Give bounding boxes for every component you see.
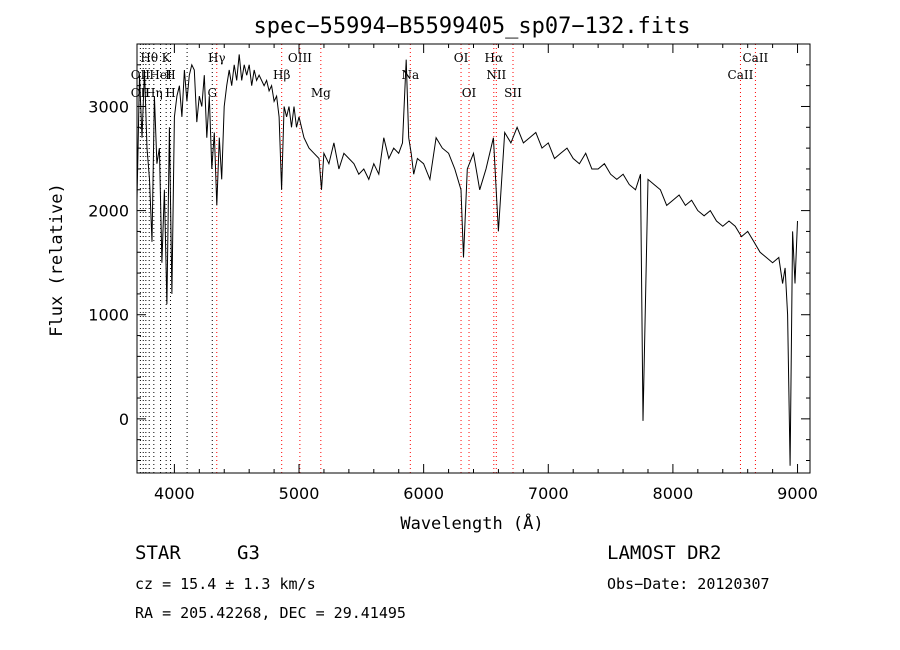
object-class: STAR (135, 542, 181, 564)
x-tick-label: 4000 (154, 484, 195, 503)
coordinates: RA = 205.42268, DEC = 29.41495 (135, 604, 406, 622)
x-tick-label: 9000 (777, 484, 818, 503)
plot-frame (136, 43, 811, 474)
spectral-line-label: Hα (485, 51, 504, 65)
chart-title: spec−55994−B5599405_sp07−132.fits (253, 14, 690, 39)
redshift-readout: cz = 15.4 ± 1.3 km/s (135, 575, 316, 593)
y-tick-label: 0 (119, 410, 129, 429)
x-tick-label: 8000 (653, 484, 694, 503)
survey-name: LAMOST DR2 (607, 542, 722, 564)
spectral-line-label: Na (401, 68, 419, 82)
spectral-line-label: NII (486, 68, 506, 82)
subclass: G3 (237, 542, 260, 564)
x-tick-label: 7000 (528, 484, 569, 503)
spectrum-line (136, 54, 798, 466)
spectral-line-label: OI (462, 86, 477, 100)
spectral-line-label: Mg (311, 86, 331, 100)
spectral-line-label: OII (131, 68, 151, 82)
spectral-line-label: Hβ (273, 68, 290, 82)
spectral-line-label: H (165, 68, 175, 82)
x-tick-label: 6000 (403, 484, 444, 503)
spectral-line-label: OIII (288, 51, 312, 65)
spectral-line-label: CaII (742, 51, 768, 65)
spectral-line-label: SII (504, 86, 522, 100)
spectral-line-label: G (207, 86, 217, 100)
spectral-line-label: OI (454, 51, 469, 65)
spectral-line-label: HeI (149, 68, 172, 82)
y-axis-label: Flux (relative) (47, 183, 67, 337)
y-tick-label: 1000 (88, 306, 129, 325)
spectral-line-label: CaII (728, 68, 754, 82)
y-tick-label: 2000 (88, 202, 129, 221)
y-tick-label: 3000 (88, 97, 129, 116)
spectral-line-label: H (165, 86, 175, 100)
x-axis-label: Wavelength (Å) (400, 512, 543, 534)
obs-date: Obs−Date: 20120307 (607, 575, 770, 593)
spectral-line-label: Hγ (208, 51, 226, 65)
spectral-line-label: Hθ (140, 51, 158, 65)
spectral-line-label: K (162, 51, 172, 65)
x-tick-label: 5000 (279, 484, 320, 503)
spectral-line-label: Hη (145, 86, 163, 100)
